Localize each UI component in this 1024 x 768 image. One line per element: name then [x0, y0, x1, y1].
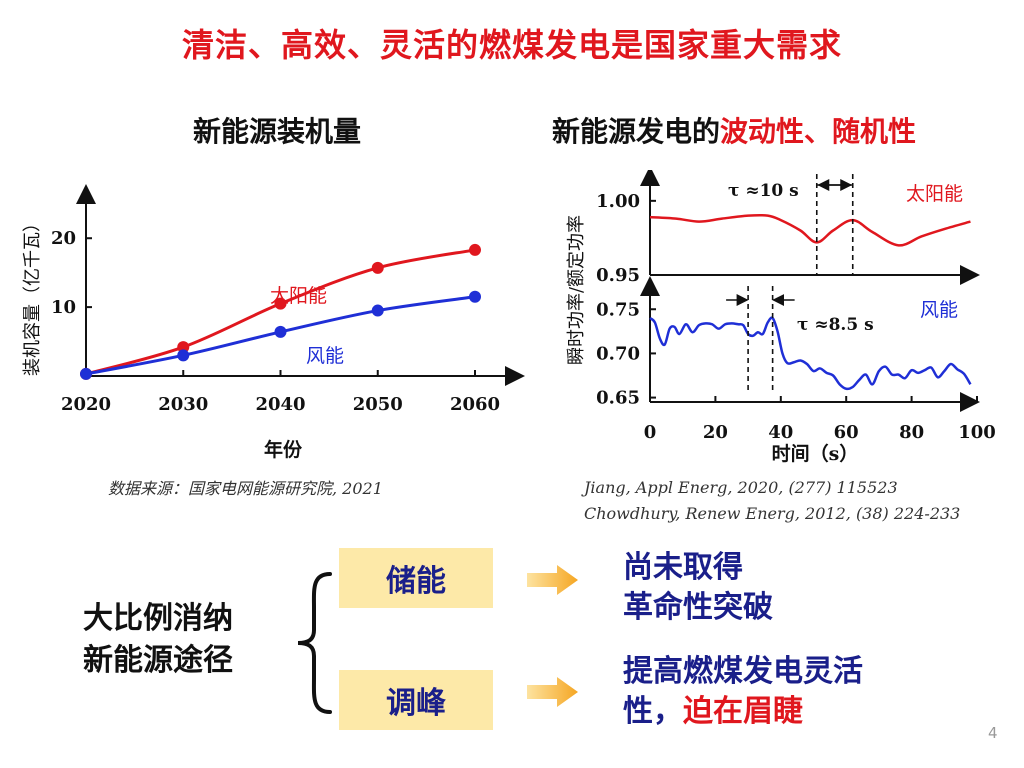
- solar-tau-annotation: τ ≈10 s: [728, 181, 799, 201]
- data-point: [274, 325, 287, 338]
- y-tick-label: 0.95: [596, 265, 640, 286]
- data-point: [177, 341, 190, 354]
- right-chart-title-prefix: 新能源发电的: [552, 115, 721, 148]
- x-tick-label: 40: [768, 422, 793, 443]
- storage-result-line-1: 尚未取得: [623, 550, 743, 585]
- y-axis-label: 装机容量（亿千瓦）: [22, 214, 43, 376]
- x-tick-label: 2020: [61, 394, 111, 415]
- peak-shaving-box: 调峰: [339, 670, 493, 730]
- right-source-2: Chowdhury, Renew Energ, 2012, (38) 224-2…: [584, 504, 961, 523]
- storage-box: 储能: [339, 548, 493, 608]
- peak-shaving-result-line-2: 性，迫在眉睫: [623, 692, 863, 732]
- urgent-highlight: 迫在眉睫: [683, 694, 803, 729]
- series-line-风能: [649, 316, 972, 391]
- data-point: [80, 367, 92, 380]
- y-tick-label: 10: [51, 297, 76, 318]
- right-source-1: Jiang, Appl Energ, 2020, (277) 115523: [584, 478, 898, 497]
- right-chart-title-highlight: 波动性、随机性: [720, 115, 917, 148]
- y-tick-label: 20: [51, 228, 76, 249]
- x-tick-label: 20: [703, 422, 728, 443]
- fluctuation-chart: 0 20 40 60 80 100 0.95 1.00 0.65 0.70 0.75 瞬时功率/额定…: [566, 170, 996, 465]
- series-line-太阳能: [85, 248, 476, 376]
- y-tick-label: 1.00: [596, 191, 640, 212]
- series-line-太阳能: [649, 213, 971, 247]
- data-point: [371, 261, 384, 274]
- x-tick-label: 100: [958, 422, 996, 443]
- legend-wind: 风能: [920, 299, 958, 321]
- x-tick-label: 60: [834, 422, 859, 443]
- arrow-right-icon: [527, 565, 578, 595]
- x-tick-label: 80: [899, 422, 924, 443]
- y-tick-label: 0.75: [596, 299, 640, 320]
- arrow-right-icon: [527, 677, 578, 707]
- consumption-line-2: 新能源途径: [83, 643, 233, 678]
- right-chart-title: 新能源发电的波动性、随机性: [552, 110, 916, 150]
- consumption-line-1: 大比例消纳: [83, 601, 233, 636]
- peak-shaving-result-prefix: 性，: [623, 694, 683, 729]
- y-axis-label: 瞬时功率/额定功率: [566, 215, 587, 365]
- x-tick-label: 2040: [255, 394, 305, 415]
- wind-tau-annotation: τ ≈8.5 s: [797, 315, 874, 335]
- x-tick-label: 0: [644, 422, 657, 443]
- consumption-path-text: 大比例消纳 新能源途径: [83, 598, 233, 682]
- capacity-chart: 2020 2030 2040 2050 2060 10 20 装机容量（亿千瓦） 年份 太阳…: [22, 184, 525, 461]
- legend-solar: 太阳能: [270, 285, 327, 307]
- brace-icon: [297, 572, 332, 714]
- peak-shaving-result: 提高燃煤发电灵活 性，迫在眉睫: [623, 652, 863, 732]
- page-number: 4: [988, 724, 998, 742]
- legend-solar: 太阳能: [906, 183, 963, 205]
- y-tick-label: 0.70: [596, 343, 640, 364]
- storage-result: 尚未取得 革命性突破: [623, 548, 773, 628]
- left-chart-title: 新能源装机量: [193, 115, 362, 148]
- data-point: [274, 297, 287, 310]
- peak-shaving-result-line-1: 提高燃煤发电灵活: [623, 654, 863, 689]
- data-point: [177, 349, 190, 362]
- x-tick-label: 2050: [353, 394, 403, 415]
- storage-result-line-2: 革命性突破: [623, 590, 773, 625]
- data-point: [469, 290, 481, 303]
- data-point: [371, 304, 384, 317]
- y-tick-label: 0.65: [596, 388, 640, 409]
- x-tick-label: 2060: [450, 394, 500, 415]
- legend-wind: 风能: [306, 345, 344, 367]
- x-axis-label: 时间（s）: [772, 442, 859, 465]
- x-axis-label: 年份: [264, 438, 303, 461]
- data-point: [469, 243, 481, 256]
- page-title: 清洁、高效、灵活的燃煤发电是国家重大需求: [181, 26, 842, 64]
- left-source: 数据来源：国家电网能源研究院, 2021: [108, 479, 383, 498]
- x-tick-label: 2030: [158, 394, 208, 415]
